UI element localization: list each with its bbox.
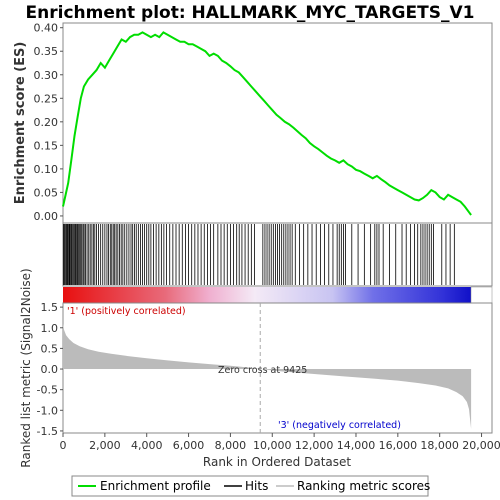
xtick-label: 8,000 [215,439,247,452]
xtick-label: 4,000 [131,439,163,452]
metric-ytick-label: 0.0 [41,363,59,376]
metric-ytick-label: -1.0 [37,404,58,417]
es-ytick-label: 0.15 [34,139,59,152]
legend-hits-label: Hits [245,479,268,493]
correlation-color-bar [63,286,493,304]
metric-y-axis-label: Ranked list metric (Signal2Noise) [19,268,33,467]
xtick-label: 14,000 [337,439,376,452]
zero-cross-label: Zero cross at 9425 [218,365,307,376]
x-axis: 0 2,000 4,000 6,000 8,000 10,000 12,000 14,000 1… [60,433,500,452]
es-ytick-label: 0.20 [34,116,59,129]
xtick-label: 16,000 [379,439,418,452]
x-axis-label: Rank in Ordered Dataset [203,455,351,469]
es-ytick-label: 0.25 [34,92,59,105]
chart-title: Enrichment plot: HALLMARK_MYC_TARGETS_V1 [26,3,475,23]
es-panel-frame [62,22,493,224]
enrichment-profile-line [62,31,472,216]
es-ytick-label: 0.10 [34,163,59,176]
es-ytick-label: 0.30 [34,69,59,82]
color-bar-end [470,286,493,304]
hits-panel [62,222,493,287]
metric-ytick-label: 1.5 [41,301,59,314]
legend-enrichment-label: Enrichment profile [100,479,211,493]
es-y-axis-label: Enrichment score (ES) [13,42,28,205]
legend: Enrichment profile Hits Ranking metric s… [71,475,430,497]
metric-ytick-label: -1.5 [37,425,58,438]
ranking-metric-area [63,323,472,429]
positive-correlation-label: '1' (positively correlated) [67,306,186,317]
metric-y-axis: 1.5 1.0 0.5 0.0 -0.5 -1.0 -1.5 [37,301,63,438]
es-ytick-label: 0.00 [34,210,59,223]
xtick-label: 18,000 [420,439,459,452]
es-ytick-label: 0.40 [34,22,59,35]
xtick-label: 6,000 [173,439,205,452]
metric-ytick-label: -0.5 [37,384,58,397]
legend-box [71,475,429,497]
xtick-label: 20,000 [462,439,500,452]
es-ytick-label: 0.35 [34,45,59,58]
color-bar-gradient [63,287,471,303]
enrichment-score-panel: 0.00 0.05 0.10 0.15 0.20 0.25 0.30 0.35 0.40 Enr… [13,22,493,224]
hit-marks [63,224,455,285]
metric-ytick-label: 1.0 [41,322,59,335]
ranked-metric-panel: 1.5 1.0 0.5 0.0 -0.5 -1.0 -1.5 0 2,000 4,000 6,00… [19,268,500,469]
xtick-label: 10,000 [253,439,292,452]
xtick-label: 0 [60,439,67,452]
es-ytick-label: 0.05 [34,186,59,199]
xtick-label: 12,000 [295,439,334,452]
xtick-label: 2,000 [89,439,121,452]
negative-correlation-label: '3' (negatively correlated) [278,420,401,431]
es-y-axis: 0.00 0.05 0.10 0.15 0.20 0.25 0.30 0.35 0.40 [34,22,63,223]
legend-metric-label: Ranking metric scores [297,479,430,493]
metric-ytick-label: 0.5 [41,342,59,355]
